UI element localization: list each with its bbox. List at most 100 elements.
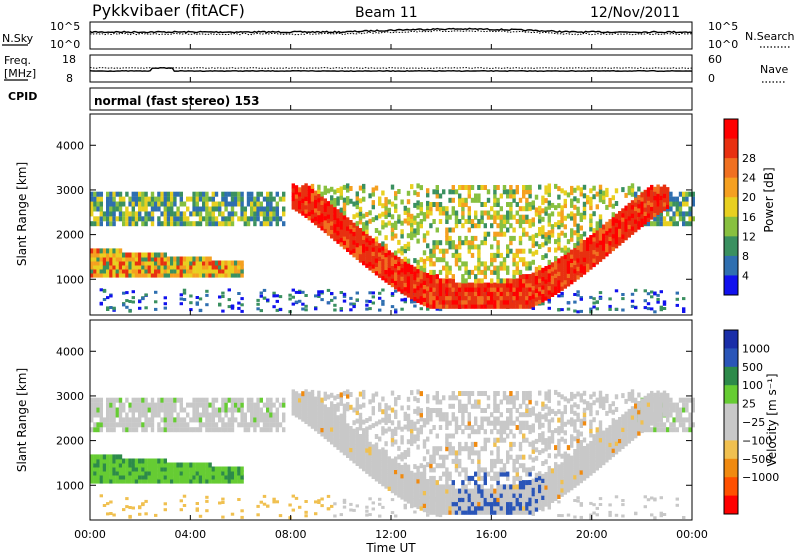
power-cell (147, 211, 151, 217)
power-cell (566, 264, 571, 270)
velocity-cell (496, 497, 500, 503)
power-cell (614, 289, 619, 293)
velocity-cell (154, 513, 158, 517)
velocity-cell (99, 478, 103, 484)
velocity-cell (330, 418, 334, 424)
velocity-cell (592, 438, 596, 444)
power-cell (496, 185, 500, 190)
power-cell (534, 266, 539, 272)
power-cell (570, 275, 574, 280)
power-cell (342, 218, 347, 224)
velocity-cell (150, 417, 155, 423)
velocity-cell (538, 450, 542, 455)
velocity-cell (563, 438, 567, 444)
power-cell (266, 206, 270, 212)
velocity-cell (371, 444, 375, 450)
velocity-cell (227, 407, 231, 413)
velocity-cell (179, 478, 183, 484)
velocity-cell (480, 416, 484, 422)
power-cell (157, 216, 161, 222)
power-cell (266, 201, 270, 207)
power-cell (410, 269, 414, 274)
power-cell (115, 256, 119, 262)
velocity-cell (307, 391, 311, 397)
power-cell (90, 191, 94, 197)
velocity-cell (467, 475, 471, 481)
power-cell (147, 268, 151, 274)
power-cell (470, 197, 475, 203)
velocity-cell (570, 459, 574, 465)
power-cell (141, 264, 145, 270)
velocity-cell (544, 501, 548, 507)
power-cell (333, 215, 337, 220)
velocity-cell (506, 501, 510, 507)
power-cell (682, 310, 686, 313)
velocity-cell (608, 450, 612, 456)
velocity-cell (438, 488, 443, 494)
velocity-cell (163, 470, 167, 476)
velocity-cell (637, 422, 641, 428)
power-cell (659, 199, 663, 205)
velocity-cell (138, 407, 142, 413)
velocity-cell (266, 422, 270, 428)
velocity-cell (512, 467, 516, 473)
velocity-cell (586, 460, 590, 466)
power-cell (202, 191, 206, 197)
power-cell (349, 232, 353, 238)
velocity-cell (426, 508, 430, 514)
velocity-cell (595, 448, 599, 454)
power-cell (96, 272, 100, 278)
power-cell (442, 303, 446, 309)
power-cell (352, 201, 356, 207)
velocity-cell (566, 470, 571, 476)
velocity-cell (109, 512, 113, 515)
velocity-cell (406, 473, 411, 479)
velocity-cell (310, 389, 315, 395)
velocity-cell (525, 505, 529, 511)
power-cell (189, 308, 193, 312)
velocity-cell (560, 415, 564, 421)
power-cell (624, 205, 628, 211)
power-cell (278, 308, 283, 312)
velocity-cell (102, 422, 107, 428)
velocity-cell (538, 492, 542, 498)
velocity-cell (138, 462, 142, 468)
velocity-cell (438, 484, 443, 490)
velocity-cell (304, 397, 308, 403)
power-cell (451, 185, 455, 190)
power-cell (122, 256, 126, 262)
velocity-cell (570, 408, 574, 414)
velocity-cell (128, 462, 132, 468)
velocity-cell (317, 499, 321, 503)
velocity-cell (234, 402, 238, 408)
power-cell (112, 206, 116, 212)
power-cell (301, 189, 305, 195)
power-cell (576, 210, 580, 216)
power-cell (99, 206, 103, 212)
velocity-cell (160, 458, 164, 464)
velocity-cell (218, 417, 222, 423)
power-cell (403, 298, 407, 302)
power-cell (547, 183, 551, 189)
power-cell (310, 188, 315, 194)
velocity-cell (438, 475, 443, 481)
velocity-cell (384, 458, 388, 464)
velocity-cell (330, 405, 334, 411)
velocity-cell (538, 390, 542, 396)
power-cell (371, 301, 375, 305)
velocity-cell (390, 471, 395, 477)
velocity-cell (266, 504, 270, 508)
velocity-cell (323, 404, 327, 410)
power-cell (566, 239, 571, 245)
velocity-cell (416, 465, 420, 471)
power-cell (643, 299, 647, 303)
velocity-cell (544, 493, 548, 499)
power-cell (406, 292, 411, 298)
power-cell (368, 248, 372, 254)
velocity-cell (589, 441, 593, 446)
power-cell (365, 307, 369, 311)
velocity-cell (99, 458, 103, 464)
velocity-cell (547, 423, 551, 429)
power-cell (154, 300, 158, 304)
velocity-cell (304, 402, 308, 407)
